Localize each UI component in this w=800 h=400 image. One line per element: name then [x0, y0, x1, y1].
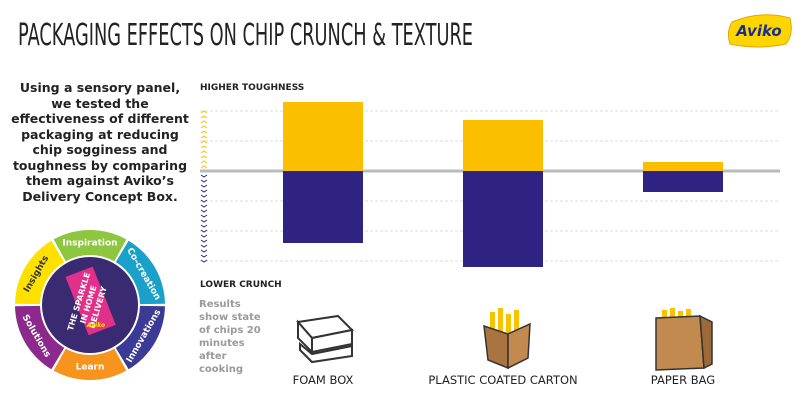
chevron-up [200, 120, 208, 124]
chevron-down [200, 249, 208, 253]
x-tick-label: PAPER BAG [651, 373, 715, 387]
wheel-segment [53, 229, 127, 262]
chevron-down [200, 224, 208, 228]
chevron-down [200, 214, 208, 218]
chevron-up [200, 145, 208, 149]
chevron-down [200, 234, 208, 238]
bar [283, 171, 363, 243]
chevron-down [200, 179, 208, 183]
chevron-down [200, 189, 208, 193]
logo-badge [727, 14, 792, 48]
bar [463, 171, 543, 267]
chart: HIGHER TOUGHNESS LOWER CRUNCH FOAM BOX PLAS… [200, 83, 780, 387]
chevron-down [200, 219, 208, 223]
chevron-down [200, 184, 208, 188]
chevron-down [200, 199, 208, 203]
wheel-label: Inspiration [62, 239, 117, 249]
chevron-up [200, 160, 208, 164]
intro-text: Using a sensory panel, we tested the eff… [11, 80, 189, 204]
chevron-up [200, 125, 208, 129]
chevron-up [200, 140, 208, 144]
wheel-segment [115, 305, 165, 370]
logo: Aviko [727, 14, 792, 48]
note: Results show state of chips 20 minutes a… [199, 299, 261, 375]
chevron-up [200, 115, 208, 119]
chevron-down [200, 244, 208, 248]
wheel-segment [15, 240, 65, 305]
tag-logo: Aviko [86, 322, 105, 329]
y-label-bottom: LOWER CRUNCH [200, 280, 282, 290]
chevron-up [200, 110, 208, 114]
title: PACKAGING EFFECTS ON CHIP CRUNCH & TEXTU… [18, 18, 473, 53]
paper-bag-icon [655, 308, 713, 371]
bar [283, 102, 363, 171]
wheel-segment [15, 305, 65, 370]
wheel-label: Learn [76, 363, 105, 373]
wheel-segment [53, 348, 127, 380]
chevron-up [200, 130, 208, 134]
chevron-down [200, 174, 208, 178]
chevron-up [200, 155, 208, 159]
chevron-down [200, 259, 208, 263]
y-label-top: HIGHER TOUGHNESS [200, 83, 304, 93]
bar [643, 171, 723, 192]
chevron-down [200, 239, 208, 243]
tag [65, 266, 116, 336]
chevron-down [200, 194, 208, 198]
x-tick-label: FOAM BOX [293, 373, 354, 387]
chevron-down [200, 254, 208, 258]
bar [463, 120, 543, 171]
chevron-up [200, 165, 208, 169]
wheel-segment [115, 240, 165, 305]
x-tick-label: PLASTIC COATED CARTON [428, 373, 577, 387]
chevron-down [200, 209, 208, 213]
carton-icon [483, 308, 531, 370]
chevron-up [200, 150, 208, 154]
wheel: InspirationCo-creationInnovationsLearnSo… [15, 229, 165, 380]
foam-box-icon [296, 314, 355, 364]
bar [643, 162, 723, 171]
chevron-up [200, 135, 208, 139]
chevron-down [200, 229, 208, 233]
logo-text: Aviko [735, 22, 781, 40]
chevron-down [200, 204, 208, 208]
